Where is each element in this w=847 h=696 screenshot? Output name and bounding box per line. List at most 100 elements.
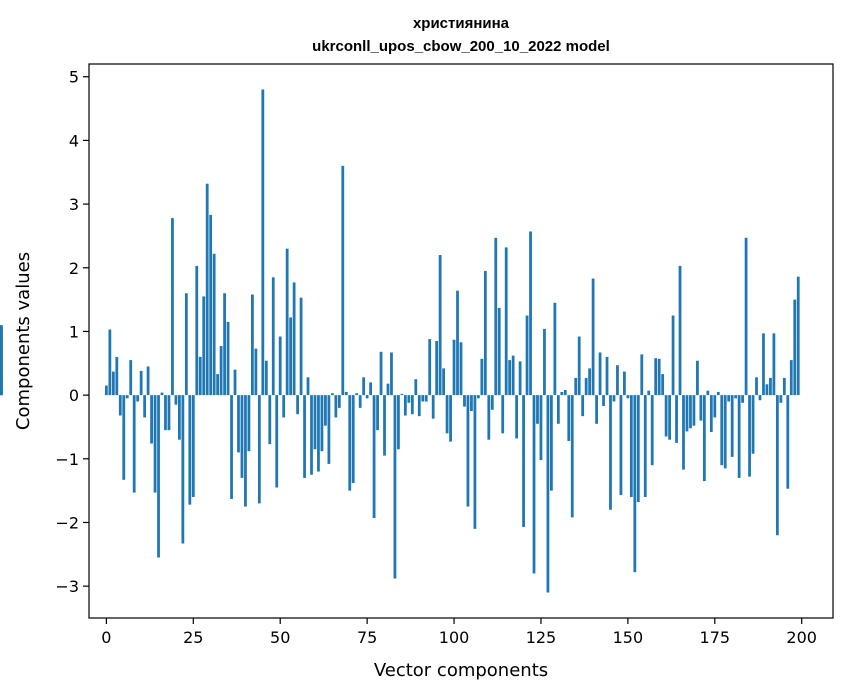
bar-component-23 xyxy=(184,293,188,396)
bar-component-138 xyxy=(584,377,588,396)
y-tick-label: −2 xyxy=(55,513,79,532)
bar-component-12 xyxy=(146,366,150,396)
bar-component-20 xyxy=(174,395,178,405)
bar-component-40 xyxy=(244,395,247,507)
y-axis-ticks: −3 −2 −1 0 1 2 3 4 5 xyxy=(55,68,89,596)
bar-component-143 xyxy=(602,395,605,406)
bar-component-182 xyxy=(737,395,741,478)
bar-component-35 xyxy=(226,321,230,396)
bar-component-179 xyxy=(727,395,731,402)
bar-component-45 xyxy=(261,89,265,396)
x-tick-label: 100 xyxy=(439,628,470,647)
x-tick-label: 150 xyxy=(613,628,644,647)
bars-group xyxy=(0,89,800,593)
bar-component-55 xyxy=(296,395,299,415)
bar-component-152 xyxy=(633,395,637,573)
bar-component-88 xyxy=(410,395,414,415)
bar-component-102 xyxy=(459,342,463,396)
bar-component-64 xyxy=(327,395,331,464)
plot-frame xyxy=(88,63,834,619)
bar-component-184 xyxy=(744,237,748,396)
bar-component-39 xyxy=(240,395,244,478)
bar-component-104 xyxy=(466,395,470,507)
bar-component-158 xyxy=(654,358,658,396)
bar-component-130 xyxy=(556,395,560,424)
bar-component-43 xyxy=(254,348,258,396)
bar-component-14 xyxy=(153,395,157,493)
x-axis-ticks: 0 25 50 75 100 125 150 175 200 xyxy=(101,618,817,647)
bar-component-144 xyxy=(605,356,609,396)
bar-component-175 xyxy=(713,395,717,418)
bar-component-50 xyxy=(278,336,282,396)
bar-component-24 xyxy=(188,395,192,505)
bar-component-5 xyxy=(122,395,126,480)
bar-component-125 xyxy=(539,395,543,461)
bar-component-63 xyxy=(324,395,327,426)
bar-component-183 xyxy=(741,395,744,403)
bar-component-62 xyxy=(320,395,324,452)
bar-component-161 xyxy=(664,395,668,437)
bar-component-115 xyxy=(504,247,508,396)
bar-component-191 xyxy=(769,377,772,396)
bar-component-188 xyxy=(758,395,762,401)
bar-component-90 xyxy=(417,395,421,417)
bar-component-108 xyxy=(480,358,484,396)
bar-component-72 xyxy=(355,393,359,396)
bar-component-82 xyxy=(390,352,393,396)
x-tick-label: 75 xyxy=(357,628,377,647)
bar-component-171 xyxy=(699,395,703,421)
bar-component-126 xyxy=(543,328,546,396)
bar-component-139 xyxy=(588,368,592,396)
bar-component-157 xyxy=(650,395,654,466)
bar-component-160 xyxy=(661,374,665,396)
bar-component-87 xyxy=(407,395,411,403)
bar-component-83 xyxy=(393,395,397,579)
bar-component-59 xyxy=(310,395,313,475)
bar-component-192 xyxy=(772,333,776,396)
bar-component-196 xyxy=(786,395,790,489)
y-tick-label: 5 xyxy=(69,68,79,87)
bar-component-46 xyxy=(264,360,268,396)
bar-component-9 xyxy=(136,395,140,402)
bar-component-155 xyxy=(643,395,647,498)
bar-component-80 xyxy=(383,395,386,456)
chart-subtitle: ukrconll_upos_cbow_200_10_2022 model xyxy=(312,38,610,55)
bar-component-159 xyxy=(657,358,661,396)
x-tick-label: 25 xyxy=(183,628,203,647)
bar-component-120 xyxy=(522,395,525,527)
bar-component-13 xyxy=(150,395,153,444)
bar-component-81 xyxy=(386,383,390,396)
bar-component-129 xyxy=(553,302,557,396)
bar-component-197 xyxy=(789,360,793,396)
bar-component-133 xyxy=(567,395,571,441)
bar-component-123 xyxy=(532,395,536,574)
bar-component-42 xyxy=(251,294,254,396)
bar-component-85 xyxy=(400,393,404,396)
bar-component-131 xyxy=(560,391,564,396)
bar-component-187 xyxy=(755,377,758,396)
bar-component-112 xyxy=(494,237,498,396)
bar-component-137 xyxy=(581,395,585,417)
bar-component-61 xyxy=(317,395,320,472)
bar-component-76 xyxy=(369,382,372,396)
bar-component-undefined xyxy=(0,374,3,396)
bar-component-38 xyxy=(237,395,240,453)
bar-component-91 xyxy=(421,395,425,402)
bar-component-165 xyxy=(678,265,682,396)
bar-component-30 xyxy=(209,214,213,396)
bar-component-18 xyxy=(167,395,171,431)
bar-component-176 xyxy=(716,391,720,396)
bar-component-166 xyxy=(682,395,685,470)
bar-component-29 xyxy=(205,183,209,396)
bar-component-56 xyxy=(299,297,303,396)
bar-component-122 xyxy=(529,231,532,396)
bar-component-89 xyxy=(414,379,418,396)
bar-component-150 xyxy=(626,395,630,399)
bar-component-164 xyxy=(675,395,678,443)
bar-component-168 xyxy=(689,395,692,429)
bar-component-49 xyxy=(275,395,279,488)
bar-component-77 xyxy=(372,395,376,519)
bar-component-84 xyxy=(397,395,400,450)
y-axis-label: Components values xyxy=(13,252,34,430)
